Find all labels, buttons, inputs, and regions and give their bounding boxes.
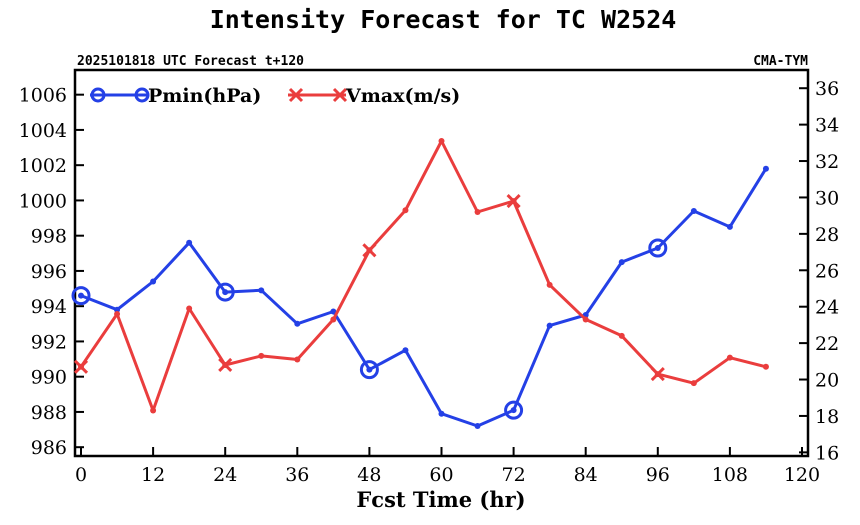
pmin-point: [690, 208, 697, 215]
y-left-tick-label: 1000: [19, 190, 67, 212]
pmin-point: [510, 407, 517, 414]
y-left-tick-label: 992: [31, 331, 67, 353]
pmin-point: [438, 410, 445, 417]
vmax-point: [726, 354, 733, 361]
y-right-tick-label: 24: [815, 297, 839, 319]
pmin-point: [150, 278, 157, 285]
y-right-tick-label: 22: [815, 333, 839, 355]
pmin-marker: [359, 360, 379, 380]
axes: 0 12 24 36 48 60 72 84 96 108 120 986 988 990 992 994 99…: [19, 78, 840, 486]
y-left-tick-label: 1006: [19, 85, 67, 107]
y-left-tick-label: 994: [31, 296, 67, 318]
vmax-line: [79, 139, 767, 412]
vmax-marker: [650, 367, 665, 382]
vmax-marker: [218, 357, 233, 373]
legend-marker: [134, 87, 150, 103]
y-right-tick-label: 20: [815, 370, 839, 392]
vmax-point: [402, 207, 409, 214]
y-left-tick-label: 996: [31, 261, 67, 283]
legend-label: Vmax(m/s): [345, 85, 460, 107]
legend-item-pmin: Pmin(hPa): [90, 85, 261, 107]
x-tick-label: 36: [285, 464, 309, 486]
x-tick-label: 72: [502, 464, 526, 486]
vmax-point: [762, 363, 769, 370]
legend-item-vmax: Vmax(m/s): [288, 85, 460, 107]
pmin-marker: [215, 282, 235, 302]
legend-marker: [332, 87, 348, 103]
x-tick-label: 96: [646, 464, 670, 486]
x-tick-label: 48: [357, 464, 381, 486]
y-left-tick-label: 990: [31, 367, 67, 389]
vmax-point: [114, 310, 121, 317]
y-left-tick-label: 1002: [19, 155, 67, 177]
pmin-point: [258, 287, 265, 294]
x-tick-label: 0: [75, 464, 87, 486]
pmin-marker: [648, 238, 668, 258]
pmin-point: [366, 366, 373, 373]
y-right-tick-label: 16: [815, 442, 839, 464]
pmin-point: [330, 308, 337, 315]
y-left-tick-label: 988: [31, 402, 67, 424]
pmin-point: [654, 245, 661, 252]
y-right-tick-label: 36: [815, 78, 839, 100]
pmin-point: [186, 239, 193, 246]
vmax-point: [258, 352, 265, 359]
legend: Pmin(hPa) Vmax(m/s): [90, 85, 460, 107]
pmin-point: [114, 306, 121, 313]
x-tick-label: 60: [429, 464, 453, 486]
pmin-point: [474, 423, 481, 430]
vmax-marker: [506, 194, 521, 209]
vmax-marker: [362, 243, 377, 258]
x-tick-label: 84: [574, 464, 598, 486]
x-tick-label: 12: [141, 464, 165, 486]
model-label: CMA-TYM: [753, 54, 808, 69]
y-right-tick-label: 26: [815, 260, 839, 282]
vmax-point: [690, 380, 697, 387]
x-tick-label: 108: [712, 464, 748, 486]
y-right-tick-label: 30: [815, 187, 839, 209]
y-right-tick-label: 28: [815, 224, 839, 246]
x-axis-label: Fcst Time (hr): [356, 487, 525, 512]
pmin-line: [80, 167, 768, 428]
pmin-marker: [504, 400, 524, 420]
vmax-point: [546, 281, 553, 288]
pmin-point: [618, 259, 625, 266]
legend-marker: [90, 87, 106, 103]
vmax-marker: [73, 359, 89, 374]
x-tick-label: 120: [784, 464, 820, 486]
y-left-tick-label: 986: [31, 437, 67, 459]
y-left-tick-label: 1004: [19, 120, 67, 142]
pmin-point: [546, 322, 553, 329]
pmin-point: [762, 165, 769, 172]
pmin-point: [726, 223, 733, 230]
series-vmax: [73, 138, 769, 414]
vmax-point: [186, 305, 193, 312]
pmin-point: [294, 320, 301, 327]
pmin-marker: [71, 286, 91, 306]
pmin-point: [222, 289, 229, 296]
x-tick-label: 24: [213, 464, 237, 486]
vmax-point: [438, 138, 445, 145]
pmin-point: [78, 292, 85, 299]
y-right-tick-label: 34: [815, 115, 839, 137]
vmax-point: [582, 316, 589, 323]
pmin-point: [402, 347, 409, 354]
vmax-point: [474, 209, 481, 216]
y-left-tick-label: 998: [31, 226, 67, 248]
series-pmin: [71, 165, 769, 430]
plot-frame: [73, 68, 810, 458]
y-right-tick-label: 18: [815, 406, 839, 428]
legend-label: Pmin(hPa): [148, 85, 261, 107]
vmax-point: [150, 407, 157, 414]
vmax-point: [294, 356, 301, 363]
series-layer: [71, 138, 769, 430]
forecast-time-label: 2025101818 UTC Forecast t+120: [77, 54, 304, 69]
chart-title: Intensity Forecast for TC W2524: [210, 5, 677, 34]
y-right-tick-label: 32: [815, 151, 839, 173]
vmax-point: [330, 316, 337, 323]
vmax-point: [618, 332, 625, 339]
legend-marker: [288, 87, 304, 103]
